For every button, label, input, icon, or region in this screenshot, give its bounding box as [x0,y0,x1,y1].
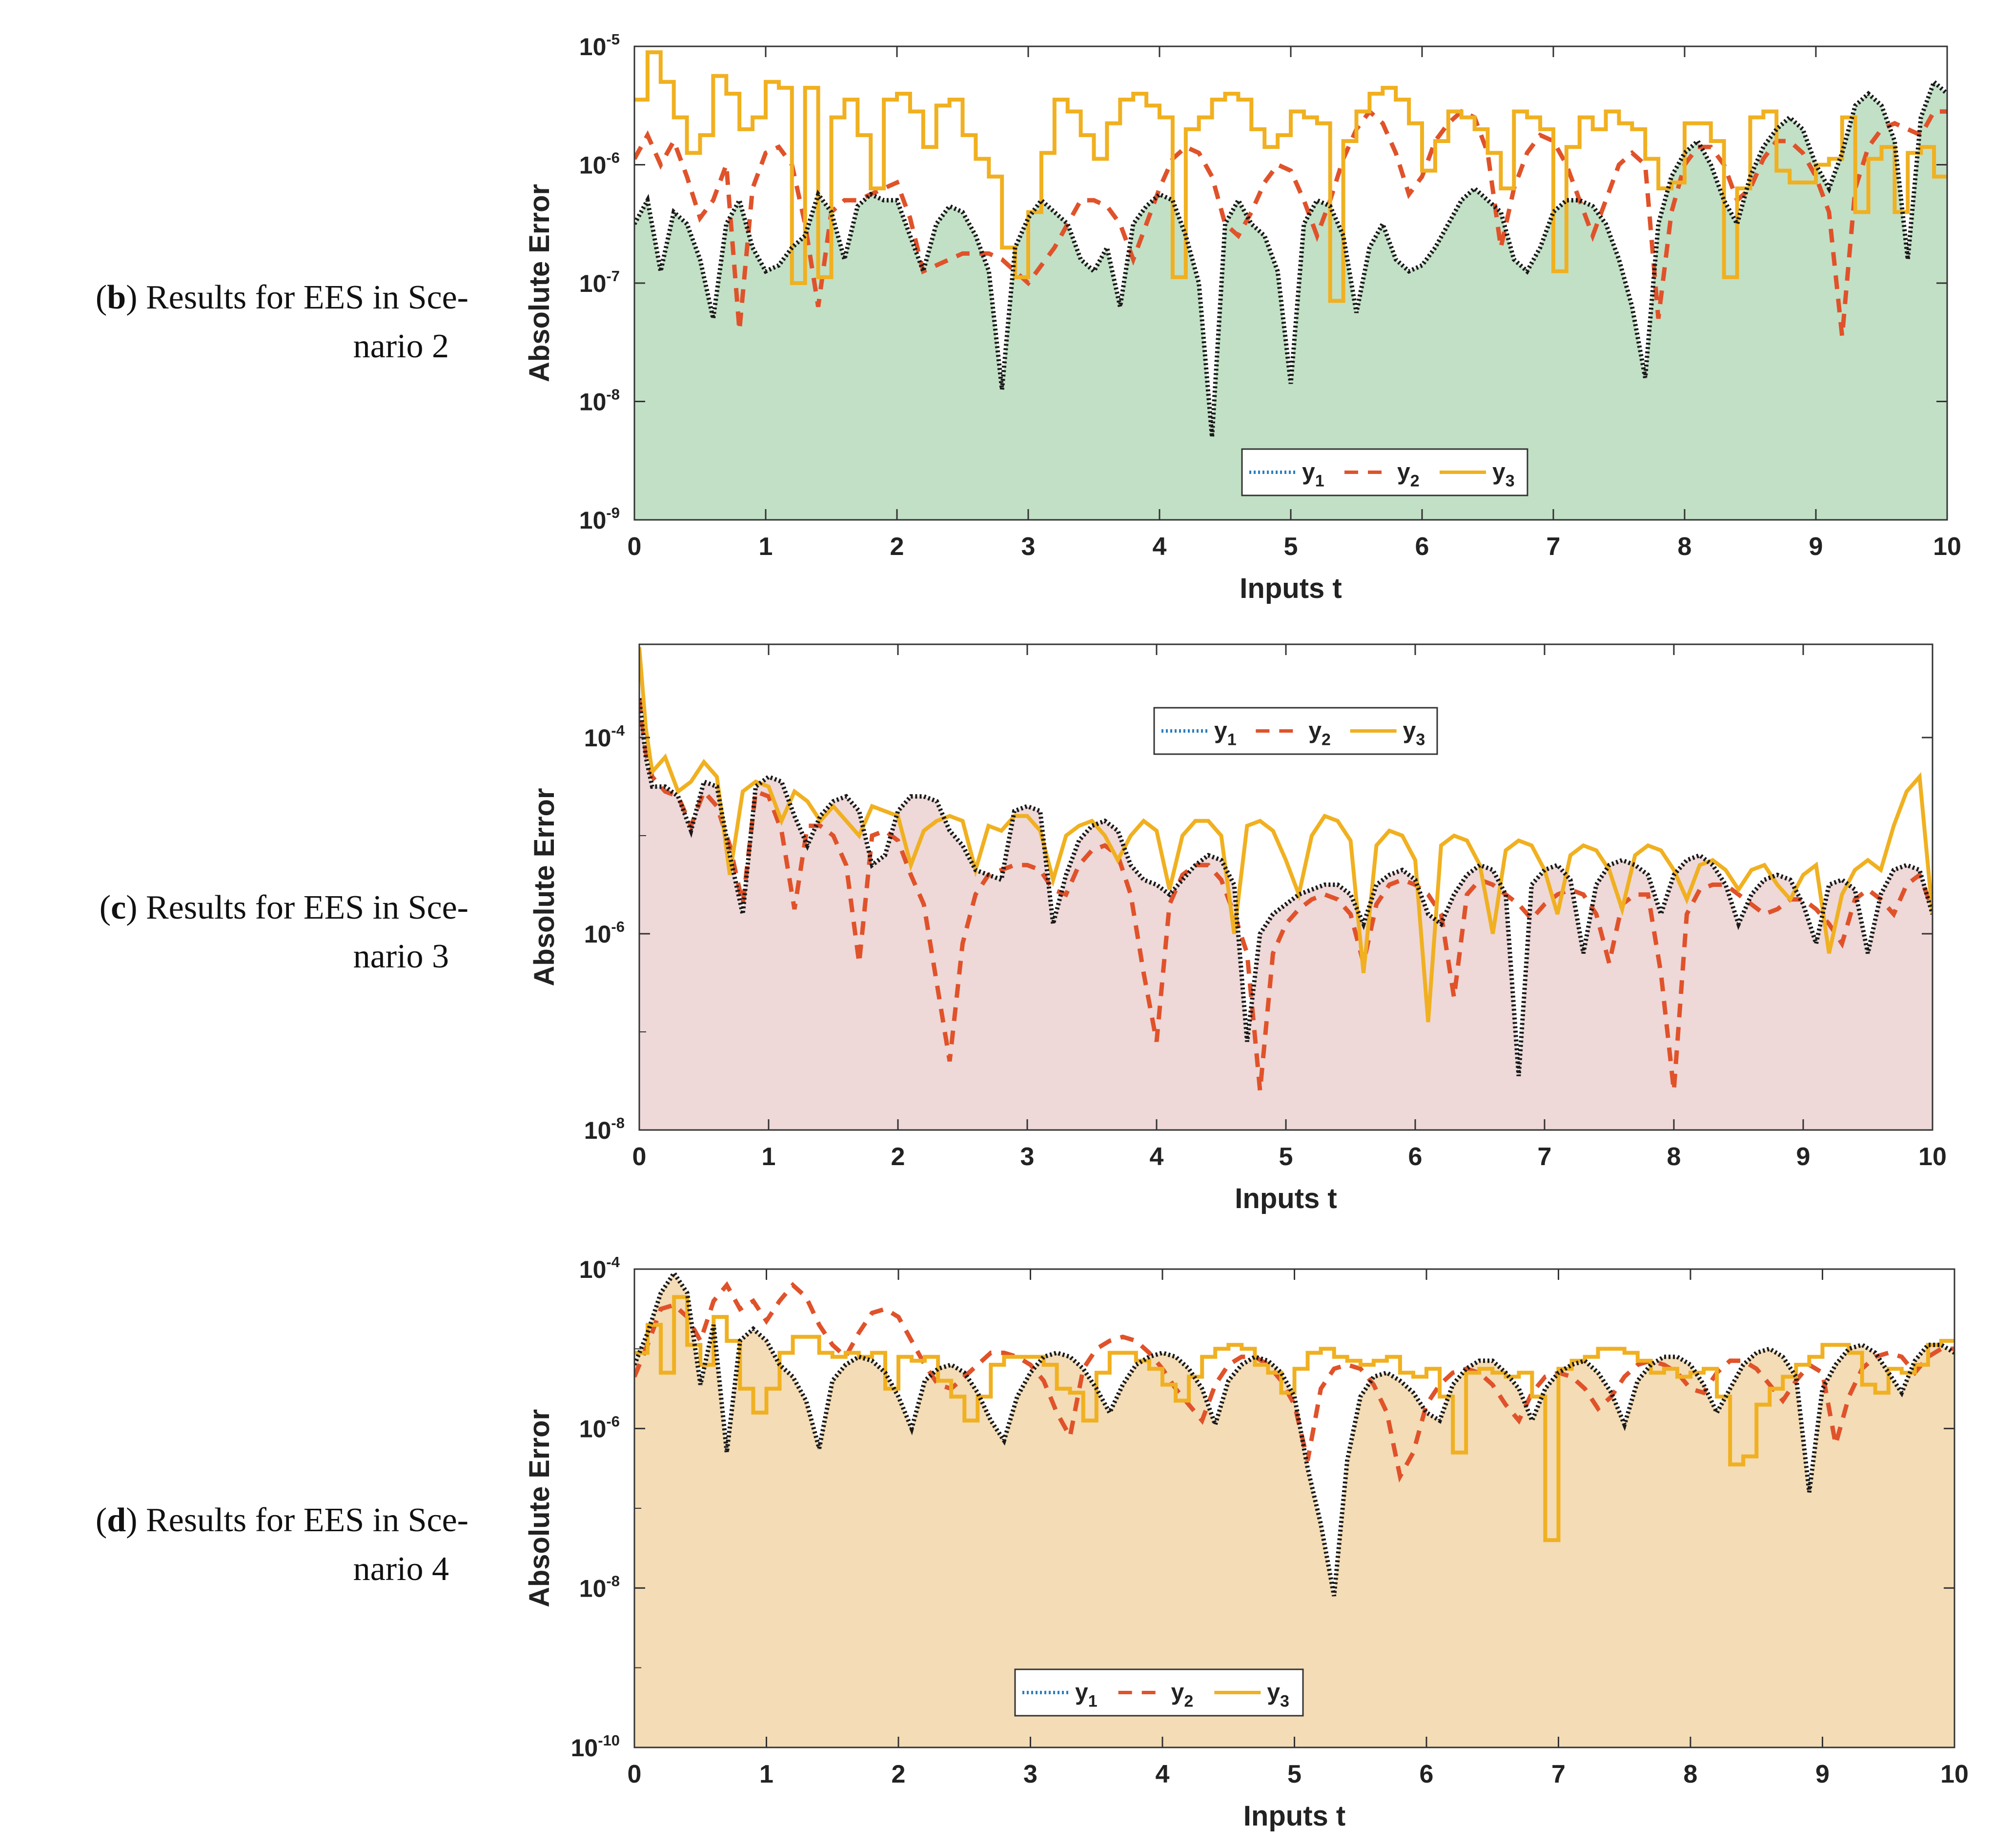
legend-label-y1-d: y1 [1075,1680,1098,1711]
y-tick-label-b: 10-9 [579,504,620,534]
x-tick-label-c: 9 [1796,1143,1811,1171]
caption-c-line1: ) Results for EES in Sce- [126,889,468,926]
area-fill-d [634,1273,1954,1747]
x-tick-label-b: 0 [628,533,642,561]
x-tick-label-d: 9 [1815,1760,1830,1788]
x-tick-label-c: 1 [762,1143,776,1171]
series-y2-c [639,698,1933,1091]
x-tick-label-b: 1 [759,533,773,561]
legend-label-y3-c: y3 [1403,718,1425,749]
series-y1-b [634,78,1947,437]
legend-label-y2-d: y2 [1171,1680,1194,1711]
x-tick-label-d: 4 [1156,1760,1170,1788]
caption-c: (c) Results for EES in Sce-nario 3 [0,883,468,981]
x-tick-label-b: 9 [1809,533,1823,561]
y-axis-label-c: Absolute Error [529,788,560,986]
chart-d: 0 1 2 3 4 5 6 7 8 9 10 10-10 10-8 10-6 10-4 Inputs t Abs… [524,1253,1969,1832]
y-tick-label-d: 10-6 [579,1413,620,1443]
y-axis-label-b: Absolute Error [524,184,555,382]
x-tick-label-c: 2 [891,1143,905,1171]
x-tick-label-c: 7 [1538,1143,1552,1171]
x-tick-label-b: 10 [1933,533,1961,561]
x-tick-label-d: 1 [759,1760,773,1788]
x-axis-label-c: Inputs t [1235,1183,1337,1214]
caption-d-line1: ) Results for EES in Sce- [126,1501,468,1539]
caption-c-line2: nario 3 [353,938,449,975]
legend-label-y2-b: y2 [1397,459,1420,491]
series-y2-d [634,1281,1954,1483]
legend-label-y1-c: y1 [1214,718,1237,749]
caption-b-line2: nario 2 [353,328,449,365]
legend-label-y1-b: y1 [1302,459,1324,491]
legend-label-y2-c: y2 [1308,718,1331,749]
caption-b: (b) Results for EES in Sce-nario 2 [0,273,468,371]
data-layer-b [634,50,1947,520]
y-tick-label-b: 10-8 [579,386,620,416]
x-tick-label-d: 2 [892,1760,906,1788]
x-tick-label-c: 0 [632,1143,647,1171]
x-axis-label-b: Inputs t [1240,573,1342,604]
y-axis-label-d: Absolute Error [524,1409,555,1607]
x-tick-label-b: 3 [1021,533,1036,561]
legend-label-y3-b: y3 [1492,459,1515,491]
legend-label-y3-d: y3 [1267,1680,1289,1711]
area-fill-c [639,698,1933,1130]
y-tick-label-c: 10-8 [584,1114,625,1144]
y-tick-label-d: 10-8 [579,1572,620,1602]
x-tick-label-d: 5 [1287,1760,1302,1788]
x-tick-label-c: 6 [1408,1143,1423,1171]
x-tick-label-c: 4 [1150,1143,1164,1171]
y-tick-label-d: 10-10 [571,1732,620,1762]
x-tick-label-b: 6 [1415,533,1429,561]
series-y2-b [634,108,1947,337]
y-tick-label-b: 10-7 [579,267,620,297]
x-tick-label-d: 10 [1940,1760,1969,1788]
caption-d: (d) Results for EES in Sce-nario 4 [0,1496,468,1594]
data-layer-c [639,647,1933,1130]
x-tick-label-b: 8 [1678,533,1692,561]
x-tick-label-d: 7 [1551,1760,1566,1788]
chart-b: 0 1 2 3 4 5 6 7 8 9 10 10-9 10-8 10-7 10-6 10-5 Inputs t… [524,31,1961,604]
x-tick-label-b: 4 [1153,533,1167,561]
y-tick-label-b: 10-5 [579,31,620,61]
x-tick-label-d: 3 [1023,1760,1038,1788]
x-tick-label-b: 2 [890,533,904,561]
caption-b-line1: ) Results for EES in Sce- [126,279,468,316]
data-layer-d [634,1269,1954,1747]
x-tick-label-d: 6 [1420,1760,1434,1788]
caption-b-letter: b [107,279,126,316]
x-tick-label-b: 5 [1284,533,1298,561]
x-axis-label-d: Inputs t [1243,1800,1345,1832]
x-tick-label-c: 5 [1279,1143,1293,1171]
series-y3-b [634,50,1947,303]
x-tick-label-d: 8 [1684,1760,1698,1788]
legend-b: y1 y2 y3 [1241,448,1528,496]
x-tick-label-b: 7 [1546,533,1561,561]
series-y1-c [639,698,1933,1076]
series-y3-d [634,1295,1954,1542]
series-y1-d [634,1269,1954,1597]
y-tick-label-b: 10-6 [579,149,620,179]
y-tick-label-d: 10-4 [579,1253,620,1283]
x-tick-label-c: 8 [1667,1143,1681,1171]
x-tick-label-d: 0 [628,1760,642,1788]
area-fill-b [634,82,1947,520]
y-tick-label-c: 10-4 [584,722,625,752]
legend-c: y1 y2 y3 [1153,707,1438,755]
caption-d-letter: d [107,1501,126,1539]
y-tick-label-c: 10-6 [584,918,625,948]
x-tick-label-c: 10 [1918,1143,1947,1171]
series-y3-c [639,647,1933,1023]
caption-c-letter: c [111,889,126,926]
x-tick-label-c: 3 [1020,1143,1035,1171]
caption-d-line2: nario 4 [353,1550,449,1588]
chart-c: 0 1 2 3 4 5 6 7 8 9 10 10-8 10-6 10-4 Inputs t Absolute… [529,643,1947,1214]
legend-d: y1 y2 y3 [1014,1668,1304,1717]
